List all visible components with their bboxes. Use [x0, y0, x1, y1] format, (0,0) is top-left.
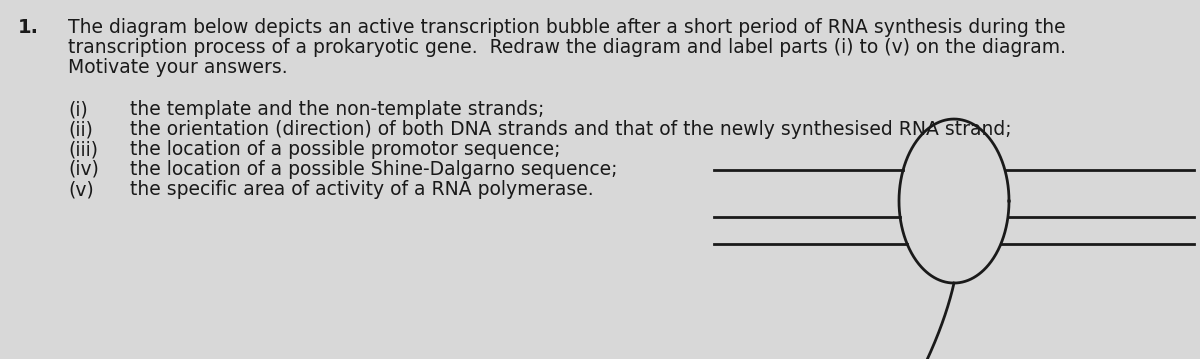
Text: (iv): (iv)	[68, 160, 98, 179]
Text: the location of a possible promotor sequence;: the location of a possible promotor sequ…	[130, 140, 560, 159]
Text: 1.: 1.	[18, 18, 38, 37]
Text: (ii): (ii)	[68, 120, 92, 139]
Text: transcription process of a prokaryotic gene.  Redraw the diagram and label parts: transcription process of a prokaryotic g…	[68, 38, 1066, 57]
Text: (iii): (iii)	[68, 140, 98, 159]
Text: (v): (v)	[68, 180, 94, 199]
Text: (i): (i)	[68, 100, 88, 119]
Text: Motivate your answers.: Motivate your answers.	[68, 58, 288, 77]
Text: the location of a possible Shine-Dalgarno sequence;: the location of a possible Shine-Dalgarn…	[130, 160, 618, 179]
Text: the specific area of activity of a RNA polymerase.: the specific area of activity of a RNA p…	[130, 180, 594, 199]
Text: the template and the non-template strands;: the template and the non-template strand…	[130, 100, 545, 119]
Text: The diagram below depicts an active transcription bubble after a short period of: The diagram below depicts an active tran…	[68, 18, 1066, 37]
Text: the orientation (direction) of both DNA strands and that of the newly synthesise: the orientation (direction) of both DNA …	[130, 120, 1012, 139]
